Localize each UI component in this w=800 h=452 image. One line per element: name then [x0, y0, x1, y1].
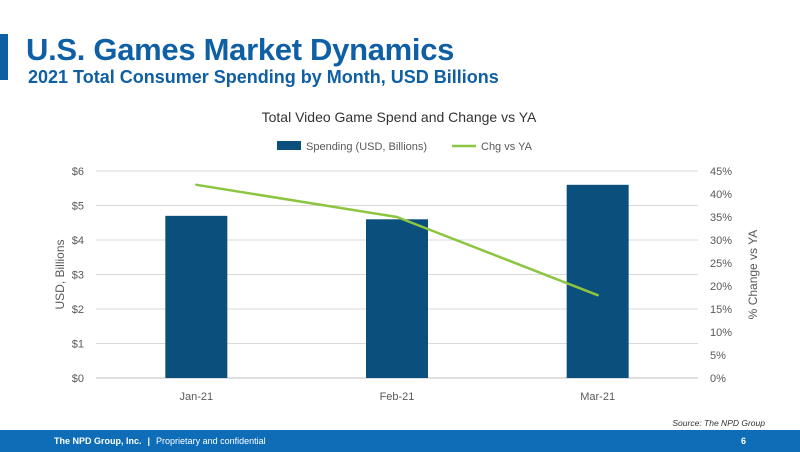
x-tick-label: Mar-21 — [580, 391, 615, 403]
y-tick-label: $3 — [72, 270, 84, 282]
y2-tick-label: 15% — [710, 304, 732, 316]
y-tick-label: $2 — [72, 304, 84, 316]
y2-tick-label: 35% — [710, 212, 732, 224]
y2-tick-label: 10% — [710, 327, 732, 339]
y-tick-label: $4 — [72, 235, 84, 247]
y2-tick-label: 45% — [710, 166, 732, 178]
y-tick-label: $6 — [72, 166, 84, 178]
title-accent-bar — [0, 34, 8, 80]
page-title: U.S. Games Market Dynamics — [26, 32, 455, 67]
bar — [566, 184, 629, 378]
y-tick-label: $1 — [72, 339, 84, 351]
x-tick-label: Feb-21 — [380, 391, 415, 403]
y2-tick-label: 25% — [710, 258, 732, 270]
y2-tick-label: 40% — [710, 189, 732, 201]
y-tick-label: $0 — [72, 373, 84, 385]
bar — [165, 215, 228, 378]
footer-note: Proprietary and confidential — [156, 436, 266, 446]
y2-tick-label: 5% — [710, 350, 726, 362]
combo-chart: Total Video Game Spend and Change vs YA $… — [53, 109, 760, 403]
chart-title: Total Video Game Spend and Change vs YA — [262, 109, 537, 125]
y2-tick-label: 20% — [710, 281, 732, 293]
footer-separator: | — [147, 436, 151, 446]
y2-tick-label: 0% — [710, 373, 726, 385]
legend-label: Spending (USD, Billions) — [306, 141, 427, 153]
footer-company: The NPD Group, Inc. — [54, 436, 142, 446]
legend-swatch-bar — [277, 141, 301, 150]
x-tick-label: Jan-21 — [180, 391, 214, 403]
footer-bar: The NPD Group, Inc. | Proprietary and co… — [0, 430, 800, 452]
y-tick-label: $5 — [72, 201, 84, 213]
y2-axis-title: % Change vs YA — [746, 230, 760, 320]
page-subtitle: 2021 Total Consumer Spending by Month, U… — [28, 67, 499, 87]
y-axis-title: USD, Billions — [53, 239, 67, 309]
bar — [366, 219, 428, 378]
source-note: Source: The NPD Group — [672, 418, 765, 428]
y2-tick-label: 30% — [710, 235, 732, 247]
legend-label: Chg vs YA — [481, 141, 533, 153]
page-number: 6 — [740, 436, 746, 446]
